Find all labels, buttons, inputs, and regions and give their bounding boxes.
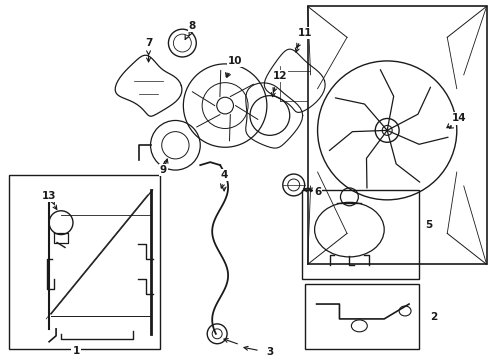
Text: 10: 10 — [228, 56, 243, 66]
Bar — [305, 284, 419, 349]
Text: 3: 3 — [266, 347, 273, 357]
Text: 9: 9 — [160, 165, 167, 175]
Bar — [9, 175, 161, 349]
Circle shape — [382, 125, 392, 135]
Text: 8: 8 — [189, 21, 196, 31]
Text: 5: 5 — [425, 220, 433, 230]
Bar — [302, 190, 419, 279]
Text: 11: 11 — [297, 28, 312, 38]
Text: 4: 4 — [220, 170, 228, 180]
Text: 14: 14 — [451, 113, 466, 123]
Bar — [308, 6, 487, 264]
Text: 2: 2 — [430, 312, 438, 322]
Text: 13: 13 — [42, 191, 56, 201]
Text: 12: 12 — [272, 71, 287, 81]
Text: 6: 6 — [314, 187, 321, 197]
Text: 7: 7 — [145, 38, 152, 48]
Text: 1: 1 — [73, 346, 79, 356]
